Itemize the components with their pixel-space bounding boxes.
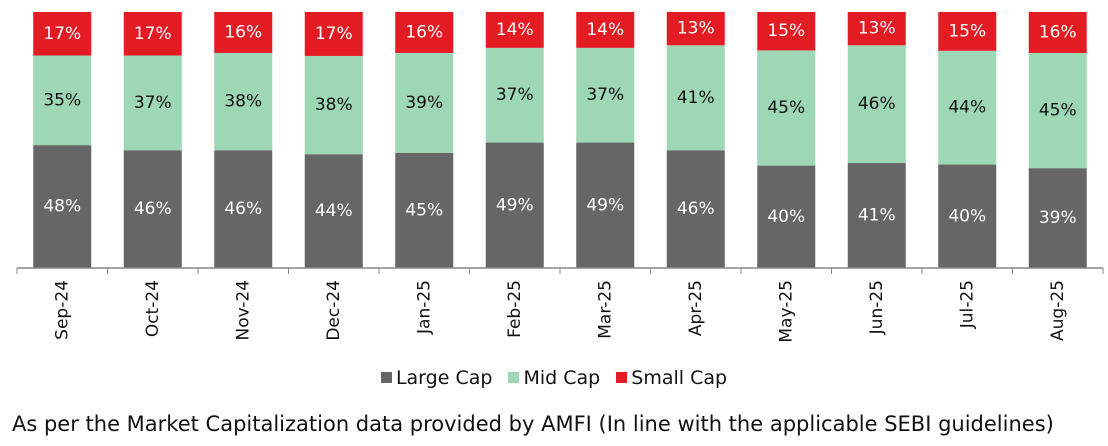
data-label-large-cap-jul-25: 40%	[948, 206, 986, 226]
bar-small-cap-mar-25	[576, 12, 635, 48]
data-label-mid-cap-jun-25: 46%	[858, 94, 896, 114]
bar-large-cap-sep-24	[33, 145, 92, 268]
data-label-large-cap-nov-24: 46%	[224, 199, 262, 219]
data-label-small-cap-feb-25: 14%	[496, 20, 534, 40]
bar-small-cap-sep-24	[33, 12, 92, 56]
bar-mid-cap-may-25	[757, 50, 816, 166]
x-tick-label-dec-24: Dec-24	[324, 280, 344, 341]
data-label-large-cap-may-25: 40%	[767, 207, 805, 227]
bar-small-cap-may-25	[757, 12, 816, 51]
data-label-mid-cap-jul-25: 44%	[948, 98, 986, 118]
x-tick-label-jan-25: Jan-25	[414, 280, 434, 335]
x-tick-label-apr-25: Apr-25	[686, 280, 706, 336]
bar-small-cap-feb-25	[485, 12, 544, 48]
data-label-large-cap-apr-25: 46%	[677, 199, 715, 219]
data-label-mid-cap-sep-24: 35%	[43, 90, 81, 110]
x-tick-label-oct-24: Oct-24	[143, 280, 163, 337]
bar-large-cap-aug-25	[1028, 168, 1087, 268]
data-label-small-cap-aug-25: 16%	[1039, 22, 1077, 42]
data-label-mid-cap-aug-25: 45%	[1039, 101, 1077, 121]
chart-footnote: As per the Market Capitalization data pr…	[12, 412, 1054, 436]
bar-small-cap-jan-25	[395, 12, 454, 53]
bar-small-cap-oct-24	[123, 12, 182, 56]
data-label-large-cap-jun-25: 41%	[858, 206, 896, 226]
bar-large-cap-dec-24	[304, 154, 363, 268]
chart-legend: Large Cap Mid Cap Small Cap	[0, 366, 1108, 389]
bar-small-cap-jun-25	[847, 12, 906, 46]
bar-large-cap-nov-24	[214, 150, 273, 268]
bar-large-cap-oct-24	[123, 150, 182, 268]
bar-large-cap-apr-25	[666, 150, 725, 268]
x-tick-label-nov-24: Nov-24	[233, 280, 253, 341]
data-label-small-cap-oct-24: 17%	[134, 24, 172, 44]
data-label-large-cap-sep-24: 48%	[43, 197, 81, 217]
data-label-large-cap-aug-25: 39%	[1039, 208, 1077, 228]
bar-mid-cap-dec-24	[304, 55, 363, 155]
data-label-large-cap-mar-25: 49%	[586, 195, 624, 215]
x-tick-label-mar-25: Mar-25	[595, 280, 615, 339]
bar-mid-cap-apr-25	[666, 45, 725, 151]
bar-mid-cap-oct-24	[123, 55, 182, 151]
bar-large-cap-jul-25	[938, 164, 997, 268]
bar-large-cap-jun-25	[847, 163, 906, 268]
bar-large-cap-mar-25	[576, 142, 635, 268]
x-tick-label-sep-24: Sep-24	[52, 280, 72, 340]
bar-mid-cap-aug-25	[1028, 52, 1087, 169]
legend-swatch-small-cap	[616, 372, 628, 383]
bar-mid-cap-jan-25	[395, 52, 454, 153]
bar-large-cap-feb-25	[485, 142, 544, 268]
data-label-mid-cap-nov-24: 38%	[224, 92, 262, 112]
data-label-small-cap-jun-25: 13%	[858, 19, 896, 39]
data-label-small-cap-nov-24: 16%	[224, 22, 262, 42]
bar-small-cap-apr-25	[666, 12, 725, 46]
data-label-large-cap-jan-25: 45%	[405, 200, 443, 220]
bar-mid-cap-nov-24	[214, 52, 273, 151]
legend-swatch-large-cap	[380, 372, 392, 383]
data-label-large-cap-oct-24: 46%	[134, 199, 172, 219]
data-label-small-cap-mar-25: 14%	[586, 20, 624, 40]
x-tick-label-jun-25: Jun-25	[867, 280, 887, 335]
data-label-mid-cap-may-25: 45%	[767, 98, 805, 118]
legend-label-mid-cap: Mid Cap	[523, 366, 601, 389]
data-label-large-cap-dec-24: 44%	[315, 201, 353, 221]
bar-mid-cap-mar-25	[576, 47, 635, 143]
data-label-small-cap-dec-24: 17%	[315, 24, 353, 44]
bar-small-cap-nov-24	[214, 12, 273, 53]
data-label-small-cap-jul-25: 15%	[948, 21, 986, 41]
data-label-small-cap-apr-25: 13%	[677, 19, 715, 39]
legend-label-small-cap: Small Cap	[631, 366, 728, 389]
data-label-mid-cap-jan-25: 39%	[405, 93, 443, 113]
bar-small-cap-aug-25	[1028, 12, 1087, 53]
bar-mid-cap-sep-24	[33, 55, 92, 146]
data-label-mid-cap-feb-25: 37%	[496, 85, 534, 105]
chart-plot-area: 48% 35% 17% Sep-24 46% 37% 17% Oct-24 46% 38% 16% N…	[16, 12, 1104, 343]
legend-item-large-cap: Large Cap	[380, 366, 493, 389]
bar-small-cap-dec-24	[304, 12, 363, 56]
bar-mid-cap-jul-25	[938, 50, 997, 165]
bar-mid-cap-jun-25	[847, 45, 906, 164]
data-label-large-cap-feb-25: 49%	[496, 195, 534, 215]
bar-large-cap-may-25	[757, 165, 816, 268]
data-label-mid-cap-mar-25: 37%	[586, 85, 624, 105]
data-label-mid-cap-apr-25: 41%	[677, 88, 715, 108]
x-tick-label-aug-25: Aug-25	[1048, 280, 1068, 341]
x-tick-label-feb-25: Feb-25	[505, 280, 525, 338]
legend-swatch-mid-cap	[508, 372, 520, 383]
x-tick-label-may-25: May-25	[776, 280, 796, 343]
bar-small-cap-jul-25	[938, 12, 997, 51]
data-label-mid-cap-dec-24: 38%	[315, 95, 353, 115]
data-label-small-cap-sep-24: 17%	[43, 24, 81, 44]
legend-item-mid-cap: Mid Cap	[508, 367, 600, 389]
data-label-small-cap-may-25: 15%	[767, 21, 805, 41]
bar-large-cap-jan-25	[395, 152, 454, 268]
data-label-mid-cap-oct-24: 37%	[134, 93, 172, 113]
x-tick-label-jul-25: Jul-25	[957, 280, 977, 329]
data-label-small-cap-jan-25: 16%	[405, 22, 443, 42]
legend-item-small-cap: Small Cap	[616, 367, 727, 389]
legend-label-large-cap: Large Cap	[395, 366, 493, 389]
bar-mid-cap-feb-25	[485, 47, 544, 143]
